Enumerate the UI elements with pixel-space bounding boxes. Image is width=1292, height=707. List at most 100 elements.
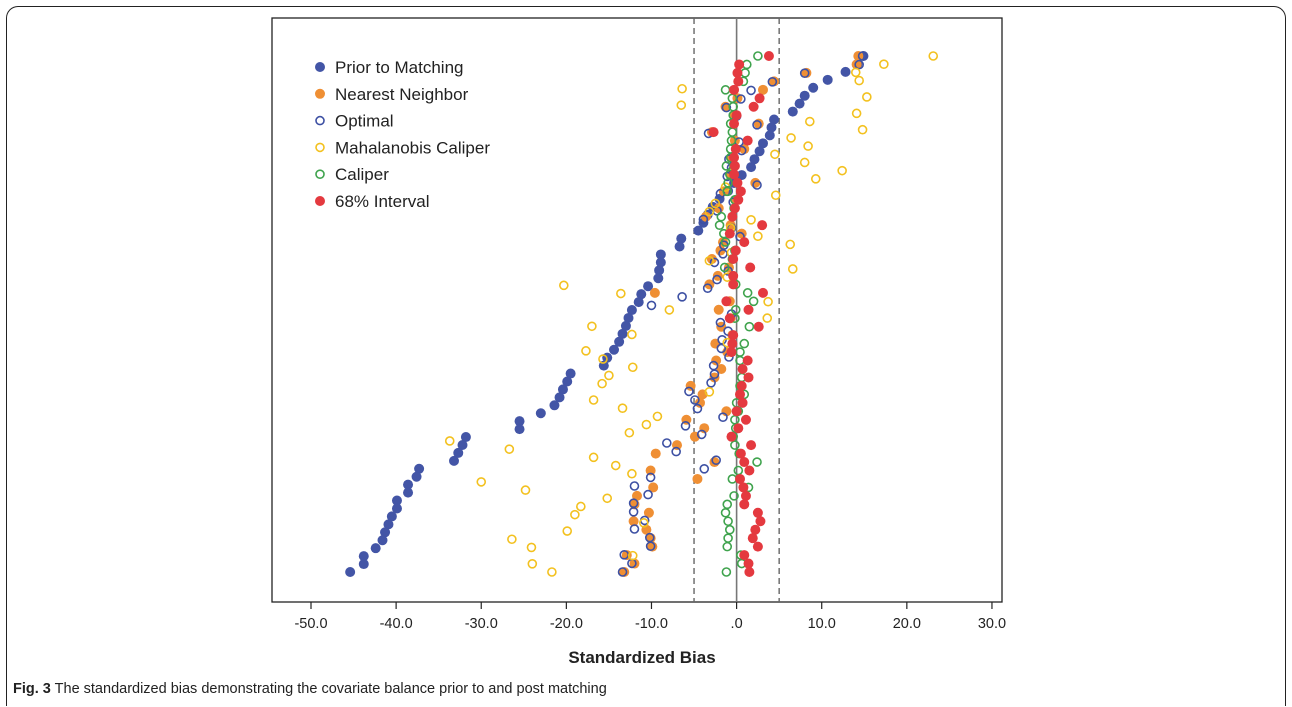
data-point bbox=[562, 526, 573, 536]
data-point bbox=[736, 380, 747, 391]
x-axis-label: Standardized Bias bbox=[568, 648, 715, 667]
data-point bbox=[749, 154, 760, 165]
data-point bbox=[643, 507, 654, 518]
data-point bbox=[850, 67, 861, 78]
data-point bbox=[377, 535, 388, 546]
data-point bbox=[476, 477, 487, 487]
data-point bbox=[729, 118, 740, 129]
data-point bbox=[757, 84, 768, 95]
data-point bbox=[720, 85, 731, 95]
data-point bbox=[733, 76, 744, 87]
data-point bbox=[753, 118, 764, 129]
data-point bbox=[735, 448, 746, 459]
data-point bbox=[514, 424, 525, 435]
legend: Prior to Matching Nearest Neighbor Optimal… bbox=[315, 58, 490, 211]
data-point bbox=[629, 558, 640, 569]
data-point bbox=[879, 59, 889, 69]
data-point bbox=[504, 444, 515, 454]
data-point bbox=[629, 481, 640, 491]
data-point bbox=[587, 321, 597, 332]
data-point bbox=[733, 465, 744, 476]
data-point bbox=[740, 414, 751, 425]
legend-label: Caliper bbox=[335, 165, 389, 184]
data-point bbox=[754, 146, 765, 157]
data-point bbox=[787, 106, 798, 117]
legend-marker bbox=[315, 88, 325, 99]
data-point bbox=[822, 74, 833, 85]
data-point bbox=[746, 215, 756, 225]
data-point bbox=[655, 249, 666, 260]
legend-marker bbox=[315, 142, 325, 153]
data-point bbox=[721, 296, 732, 307]
data-point bbox=[598, 354, 608, 364]
data-point bbox=[862, 92, 872, 102]
data-point bbox=[770, 190, 781, 201]
data-point bbox=[391, 503, 402, 514]
data-point bbox=[712, 274, 722, 285]
x-tick-label: -10.0 bbox=[635, 616, 668, 632]
data-point bbox=[724, 524, 735, 535]
data-point bbox=[854, 59, 864, 70]
data-point bbox=[617, 567, 628, 577]
data-point bbox=[752, 541, 763, 552]
data-point bbox=[643, 281, 654, 292]
data-point bbox=[726, 431, 737, 442]
data-point bbox=[444, 436, 455, 446]
data-point bbox=[554, 392, 565, 403]
series-68-interval bbox=[708, 51, 774, 577]
data-point bbox=[358, 559, 369, 570]
series-nearest-neighbor bbox=[619, 51, 864, 577]
data-point bbox=[716, 363, 727, 374]
data-point bbox=[742, 135, 753, 146]
data-point bbox=[383, 519, 394, 530]
data-point bbox=[645, 541, 656, 552]
data-point bbox=[755, 516, 766, 527]
data-point bbox=[722, 186, 733, 197]
data-point bbox=[736, 170, 747, 181]
data-point bbox=[753, 231, 763, 241]
data-point bbox=[655, 257, 666, 268]
data-point bbox=[757, 220, 768, 231]
data-point bbox=[645, 472, 656, 483]
data-point bbox=[692, 403, 703, 414]
data-point bbox=[720, 237, 731, 247]
data-point bbox=[698, 214, 709, 225]
series-optimal bbox=[617, 51, 868, 577]
data-point bbox=[704, 255, 715, 266]
data-point bbox=[623, 312, 634, 323]
data-point bbox=[581, 346, 591, 356]
data-point bbox=[743, 372, 754, 383]
data-point bbox=[731, 406, 742, 417]
data-point bbox=[799, 90, 810, 101]
data-point bbox=[729, 160, 740, 171]
data-point bbox=[729, 491, 739, 501]
data-point bbox=[733, 423, 744, 434]
data-point bbox=[711, 455, 721, 466]
data-point bbox=[704, 387, 715, 397]
data-point bbox=[744, 567, 755, 577]
data-point bbox=[724, 228, 735, 239]
data-point bbox=[762, 313, 773, 323]
x-tick-label: -30.0 bbox=[465, 616, 498, 632]
data-point bbox=[386, 511, 397, 522]
data-point bbox=[735, 389, 746, 400]
data-point bbox=[716, 343, 727, 354]
data-point bbox=[645, 465, 656, 476]
data-point bbox=[730, 144, 741, 155]
data-point bbox=[840, 66, 851, 77]
data-point bbox=[696, 429, 707, 440]
data-point bbox=[604, 370, 614, 381]
data-point bbox=[693, 225, 704, 236]
data-point bbox=[684, 386, 694, 397]
data-point bbox=[650, 448, 661, 459]
data-point bbox=[739, 499, 750, 510]
series-prior-to-matching bbox=[345, 51, 869, 577]
data-point bbox=[358, 551, 369, 562]
data-point bbox=[714, 220, 725, 230]
x-tick-label: -40.0 bbox=[380, 616, 413, 632]
data-point bbox=[745, 262, 756, 273]
data-point bbox=[526, 542, 537, 553]
data-point bbox=[752, 507, 763, 518]
data-point bbox=[732, 177, 743, 188]
legend-label: 68% Interval bbox=[335, 192, 430, 211]
